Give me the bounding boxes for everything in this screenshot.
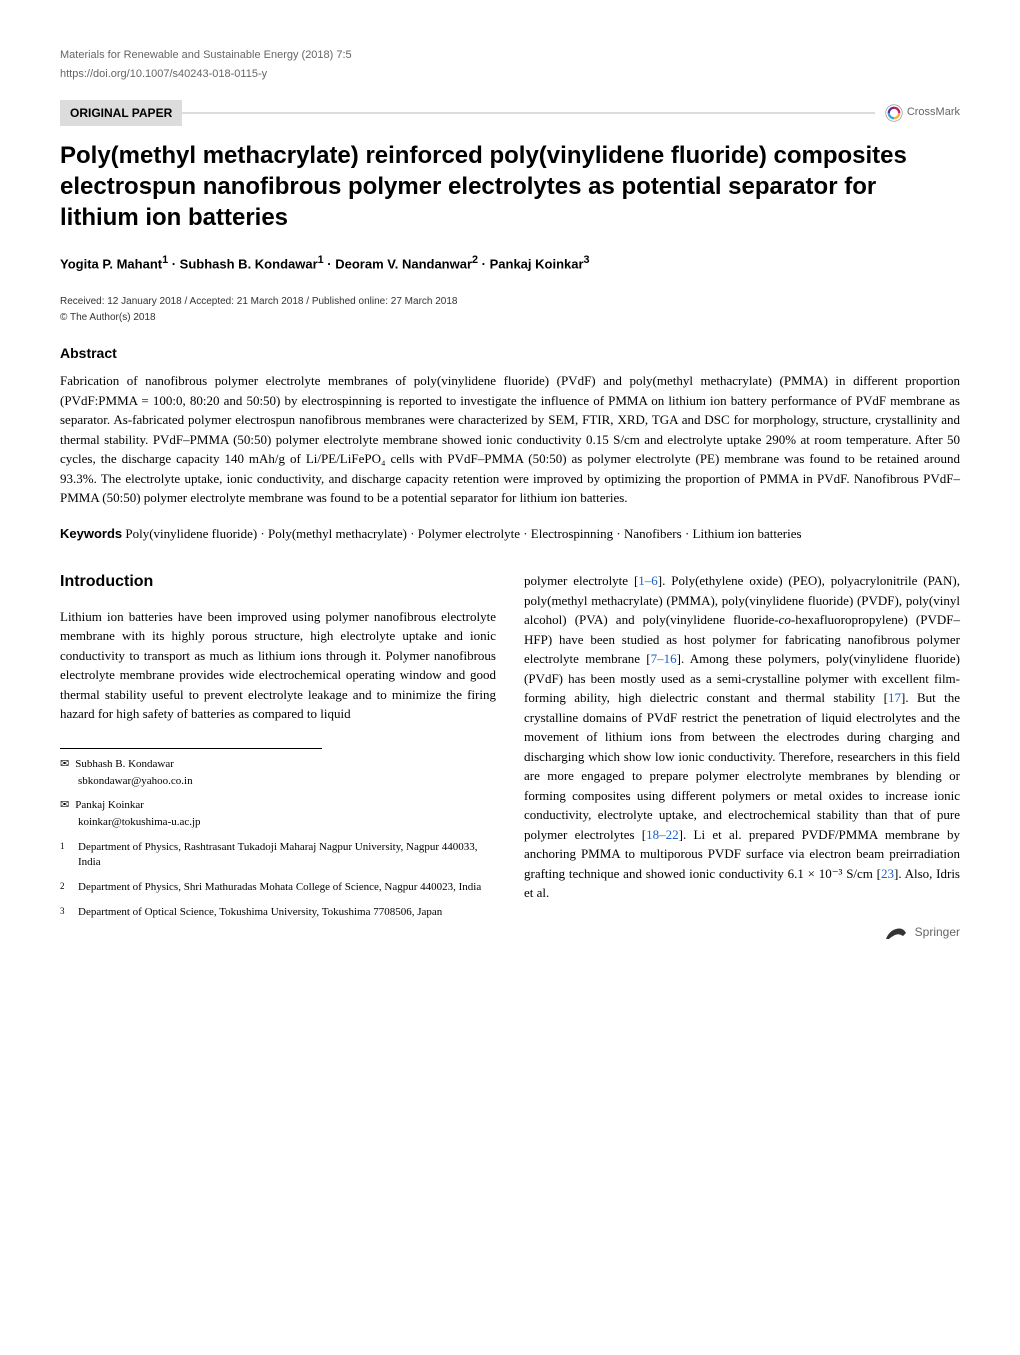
mail-icon: ✉ [60, 757, 69, 772]
abstract-heading: Abstract [60, 344, 960, 363]
corr-email-1: koinkar@tokushima-u.ac.jp [78, 815, 496, 830]
keywords-label: Keywords [60, 526, 122, 541]
affil-text-3: Department of Optical Science, Tokushima… [78, 905, 442, 920]
article-title: Poly(methyl methacrylate) reinforced pol… [60, 140, 960, 234]
journal-citation: Materials for Renewable and Sustainable … [60, 48, 352, 63]
divider-bar [182, 112, 875, 114]
introduction-heading: Introduction [60, 571, 496, 593]
mail-icon: ✉ [60, 798, 69, 813]
affil-num-1: 1 [60, 840, 68, 870]
corr-name-0: Subhash B. Kondawar [75, 757, 174, 772]
crossmark-icon [885, 104, 903, 122]
article-type-bar: ORIGINAL PAPER CrossMark [60, 100, 960, 126]
intro-para-left: Lithium ion batteries have been improved… [60, 607, 496, 724]
keywords-line: Keywords Poly(vinylidene fluoride) · Pol… [60, 524, 960, 544]
keywords-text: Poly(vinylidene fluoride) · Poly(methyl … [122, 526, 801, 541]
crossmark-label: CrossMark [907, 105, 960, 120]
corr-name-1: Pankaj Koinkar [75, 798, 144, 813]
springer-logo: Springer [881, 921, 960, 943]
publisher-footer: Springer [524, 921, 960, 947]
corr-author-0: ✉ Subhash B. Kondawar sbkondawar@yahoo.c… [60, 757, 496, 789]
abstract-text: Fabrication of nanofibrous polymer elect… [60, 371, 960, 508]
affiliation-2: 2 Department of Physics, Shri Mathuradas… [60, 880, 496, 895]
affil-text-1: Department of Physics, Rashtrasant Tukad… [78, 840, 496, 870]
right-column: polymer electrolyte [1–6]. Poly(ethylene… [524, 571, 960, 947]
author-list: Yogita P. Mahant1 · Subhash B. Kondawar1… [60, 253, 960, 273]
doi: https://doi.org/10.1007/s40243-018-0115-… [60, 67, 960, 82]
article-type-label: ORIGINAL PAPER [60, 100, 182, 126]
publisher-name: Springer [915, 924, 960, 940]
springer-horse-icon [881, 921, 911, 943]
corr-author-1: ✉ Pankaj Koinkar koinkar@tokushima-u.ac.… [60, 798, 496, 830]
copyright: © The Author(s) 2018 [60, 311, 960, 325]
affil-text-2: Department of Physics, Shri Mathuradas M… [78, 880, 481, 895]
affiliation-1: 1 Department of Physics, Rashtrasant Tuk… [60, 840, 496, 870]
intro-para-right: polymer electrolyte [1–6]. Poly(ethylene… [524, 571, 960, 903]
affiliation-3: 3 Department of Optical Science, Tokushi… [60, 905, 496, 920]
correspondence-block [60, 748, 322, 757]
two-column-body: Introduction Lithium ion batteries have … [60, 571, 960, 947]
crossmark-badge[interactable]: CrossMark [885, 104, 960, 122]
affil-num-3: 3 [60, 905, 68, 920]
corr-email-0: sbkondawar@yahoo.co.in [78, 774, 496, 789]
publication-dates: Received: 12 January 2018 / Accepted: 21… [60, 295, 960, 309]
affil-num-2: 2 [60, 880, 68, 895]
left-column: Introduction Lithium ion batteries have … [60, 571, 496, 947]
